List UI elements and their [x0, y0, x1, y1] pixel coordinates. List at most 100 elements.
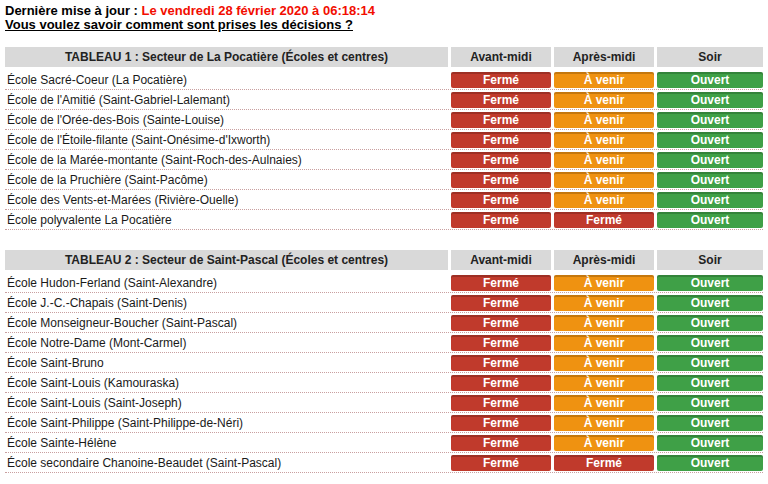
status-badge: À venir [554, 172, 654, 188]
status-badge: Ouvert [657, 375, 763, 391]
status-badge: Fermé [451, 132, 551, 148]
status-badge: Ouvert [657, 72, 763, 88]
status-badge: À venir [554, 72, 654, 88]
status-badge: Fermé [451, 172, 551, 188]
status-badge: Fermé [451, 152, 551, 168]
table-title: TABLEAU 1 : Secteur de La Pocatière (Éco… [5, 47, 448, 67]
status-badge: Fermé [451, 435, 551, 451]
column-header-2: Soir [657, 47, 763, 67]
status-badge: Ouvert [657, 212, 763, 228]
table-row: École Notre-Dame (Mont-Carmel)FerméÀ ven… [5, 333, 763, 353]
table-row: École Monseigneur-Boucher (Saint-Pascal)… [5, 313, 763, 333]
school-name: École des Vents-et-Marées (Rivière-Ouell… [5, 193, 448, 207]
school-name: École J.-C.-Chapais (Saint-Denis) [5, 296, 448, 310]
status-badge: Fermé [451, 275, 551, 291]
status-badge: Fermé [451, 212, 551, 228]
table-row: École de la Marée-montante (Saint-Roch-d… [5, 150, 763, 170]
school-name: École Hudon-Ferland (Saint-Alexandre) [5, 276, 448, 290]
table-row: École polyvalente La PocatièreFerméFermé… [5, 210, 763, 230]
table-row: École de la Pruchière (Saint-Pacôme)Ferm… [5, 170, 763, 190]
status-badge: Fermé [451, 192, 551, 208]
status-badge: Ouvert [657, 395, 763, 411]
column-header-2: Soir [657, 250, 763, 270]
status-badge: Ouvert [657, 415, 763, 431]
status-badge: Fermé [451, 395, 551, 411]
school-name: École de l'Étoile-filante (Saint-Onésime… [5, 133, 448, 147]
status-badge: Ouvert [657, 435, 763, 451]
status-badge: Ouvert [657, 112, 763, 128]
status-badge: Fermé [451, 92, 551, 108]
status-badge: Fermé [451, 415, 551, 431]
tables-container: TABLEAU 1 : Secteur de La Pocatière (Éco… [5, 47, 763, 473]
status-badge: Ouvert [657, 455, 763, 471]
status-badge: Ouvert [657, 295, 763, 311]
school-name: École Saint-Bruno [5, 356, 448, 370]
status-badge: À venir [554, 435, 654, 451]
status-badge: Fermé [451, 375, 551, 391]
status-badge: Ouvert [657, 355, 763, 371]
table-row: École Saint-Louis (Kamouraska)FerméÀ ven… [5, 373, 763, 393]
table-row: École Saint-Louis (Saint-Joseph)FerméÀ v… [5, 393, 763, 413]
school-name: École de la Marée-montante (Saint-Roch-d… [5, 153, 448, 167]
table-row: École Saint-BrunoFerméÀ venirOuvert [5, 353, 763, 373]
column-header-1: Après-midi [554, 250, 654, 270]
status-badge: À venir [554, 92, 654, 108]
table-row: École Sainte-HélèneFerméÀ venirOuvert [5, 433, 763, 453]
status-badge: Ouvert [657, 172, 763, 188]
status-badge: Fermé [451, 72, 551, 88]
status-badge: Fermé [451, 335, 551, 351]
table-row: École Sacré-Coeur (La Pocatière)FerméÀ v… [5, 70, 763, 90]
school-name: École Saint-Louis (Kamouraska) [5, 376, 448, 390]
school-name: École polyvalente La Pocatière [5, 213, 448, 227]
schedule-table-1: TABLEAU 1 : Secteur de La Pocatière (Éco… [5, 47, 763, 230]
status-badge: Fermé [451, 315, 551, 331]
status-badge: À venir [554, 192, 654, 208]
status-badge: À venir [554, 415, 654, 431]
schedule-table-2: TABLEAU 2 : Secteur de Saint-Pascal (Éco… [5, 250, 763, 473]
table-row: École Hudon-Ferland (Saint-Alexandre)Fer… [5, 273, 763, 293]
column-header-0: Avant-midi [451, 47, 551, 67]
school-name: École Sainte-Hélène [5, 436, 448, 450]
status-badge: À venir [554, 395, 654, 411]
table-row: École des Vents-et-Marées (Rivière-Ouell… [5, 190, 763, 210]
status-badge: À venir [554, 295, 654, 311]
status-badge: À venir [554, 275, 654, 291]
status-badge: À venir [554, 152, 654, 168]
school-name: École secondaire Chanoine-Beaudet (Saint… [5, 456, 448, 470]
column-header-0: Avant-midi [451, 250, 551, 270]
status-badge: Ouvert [657, 315, 763, 331]
decisions-link[interactable]: Vous voulez savoir comment sont prises l… [5, 18, 353, 32]
school-name: École Saint-Louis (Saint-Joseph) [5, 396, 448, 410]
status-badge: Fermé [451, 295, 551, 311]
status-badge: Ouvert [657, 335, 763, 351]
last-update-line: Dernière mise à jour : Le vendredi 28 fé… [5, 4, 763, 18]
status-badge: Fermé [554, 212, 654, 228]
status-badge: Fermé [451, 455, 551, 471]
table-header-row: TABLEAU 1 : Secteur de La Pocatière (Éco… [5, 47, 763, 67]
status-badge: À venir [554, 132, 654, 148]
status-badge: Ouvert [657, 92, 763, 108]
last-update-value: Le vendredi 28 février 2020 à 06:18:14 [142, 3, 375, 18]
table-row: École J.-C.-Chapais (Saint-Denis)FerméÀ … [5, 293, 763, 313]
school-name: École de l'Orée-des-Bois (Sainte-Louise) [5, 113, 448, 127]
status-badge: Fermé [554, 455, 654, 471]
column-header-1: Après-midi [554, 47, 654, 67]
status-badge: Fermé [451, 355, 551, 371]
status-badge: À venir [554, 355, 654, 371]
status-badge: À venir [554, 375, 654, 391]
school-name: École Monseigneur-Boucher (Saint-Pascal) [5, 316, 448, 330]
status-badge: Ouvert [657, 152, 763, 168]
status-badge: Ouvert [657, 132, 763, 148]
school-name: École Sacré-Coeur (La Pocatière) [5, 73, 448, 87]
school-name: École de l'Amitié (Saint-Gabriel-Laleman… [5, 93, 448, 107]
status-badge: Ouvert [657, 192, 763, 208]
status-badge: À venir [554, 112, 654, 128]
table-row: École de l'Orée-des-Bois (Sainte-Louise)… [5, 110, 763, 130]
status-badge: Ouvert [657, 275, 763, 291]
table-row: École de l'Amitié (Saint-Gabriel-Laleman… [5, 90, 763, 110]
table-row: École Saint-Philippe (Saint-Philippe-de-… [5, 413, 763, 433]
page-header: Dernière mise à jour : Le vendredi 28 fé… [5, 4, 763, 32]
table-row: École de l'Étoile-filante (Saint-Onésime… [5, 130, 763, 150]
table-header-row: TABLEAU 2 : Secteur de Saint-Pascal (Éco… [5, 250, 763, 270]
school-name: École de la Pruchière (Saint-Pacôme) [5, 173, 448, 187]
